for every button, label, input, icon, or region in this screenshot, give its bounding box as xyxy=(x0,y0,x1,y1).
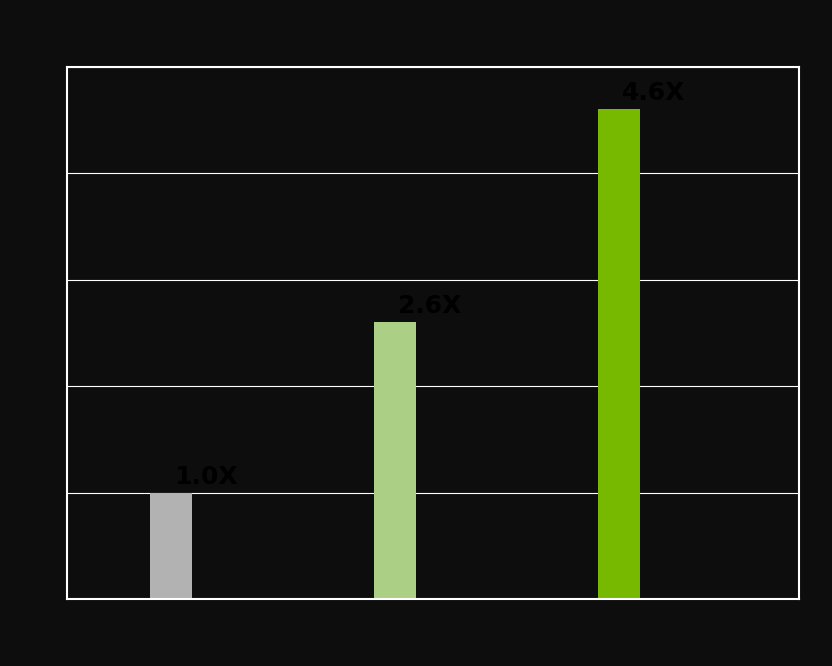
Bar xyxy=(151,493,192,599)
Bar xyxy=(374,322,416,599)
Text: 1.0X: 1.0X xyxy=(174,465,238,489)
Text: 2.6X: 2.6X xyxy=(399,294,462,318)
Bar xyxy=(598,109,641,599)
Text: 4.6X: 4.6X xyxy=(622,81,686,105)
